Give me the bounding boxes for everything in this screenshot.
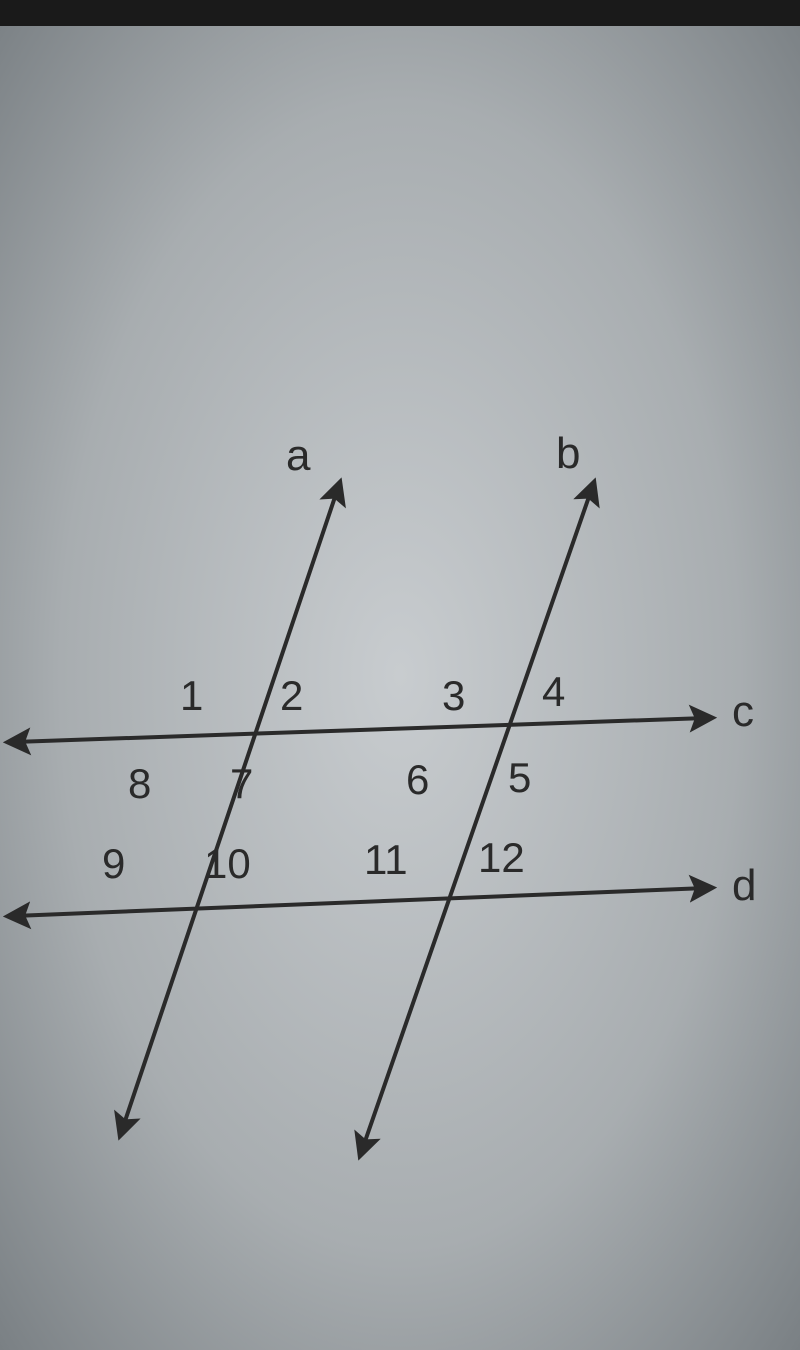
line-label-c: c [732,687,754,736]
angle-label-4: 4 [542,668,565,715]
angle-label-10: 10 [204,840,251,887]
line-c [14,718,706,742]
angle-label-5: 5 [508,754,531,801]
line-label-a: a [286,431,311,480]
angle-label-8: 8 [128,760,151,807]
lines-group [14,488,706,1150]
geometry-diagram: abcd 123487659101112 [0,0,800,1350]
angle-label-3: 3 [442,672,465,719]
line-label-d: d [732,861,756,910]
line-b [362,488,592,1150]
angle-label-1: 1 [180,672,203,719]
angle-labels-group: 123487659101112 [102,668,565,887]
angle-label-11: 11 [364,836,408,883]
line-a [122,488,338,1130]
angle-label-7: 7 [230,760,253,807]
angle-label-9: 9 [102,840,125,887]
angle-label-6: 6 [406,756,429,803]
angle-label-12: 12 [478,834,525,881]
line-d [14,888,706,916]
line-label-b: b [556,429,580,478]
angle-label-2: 2 [280,672,303,719]
